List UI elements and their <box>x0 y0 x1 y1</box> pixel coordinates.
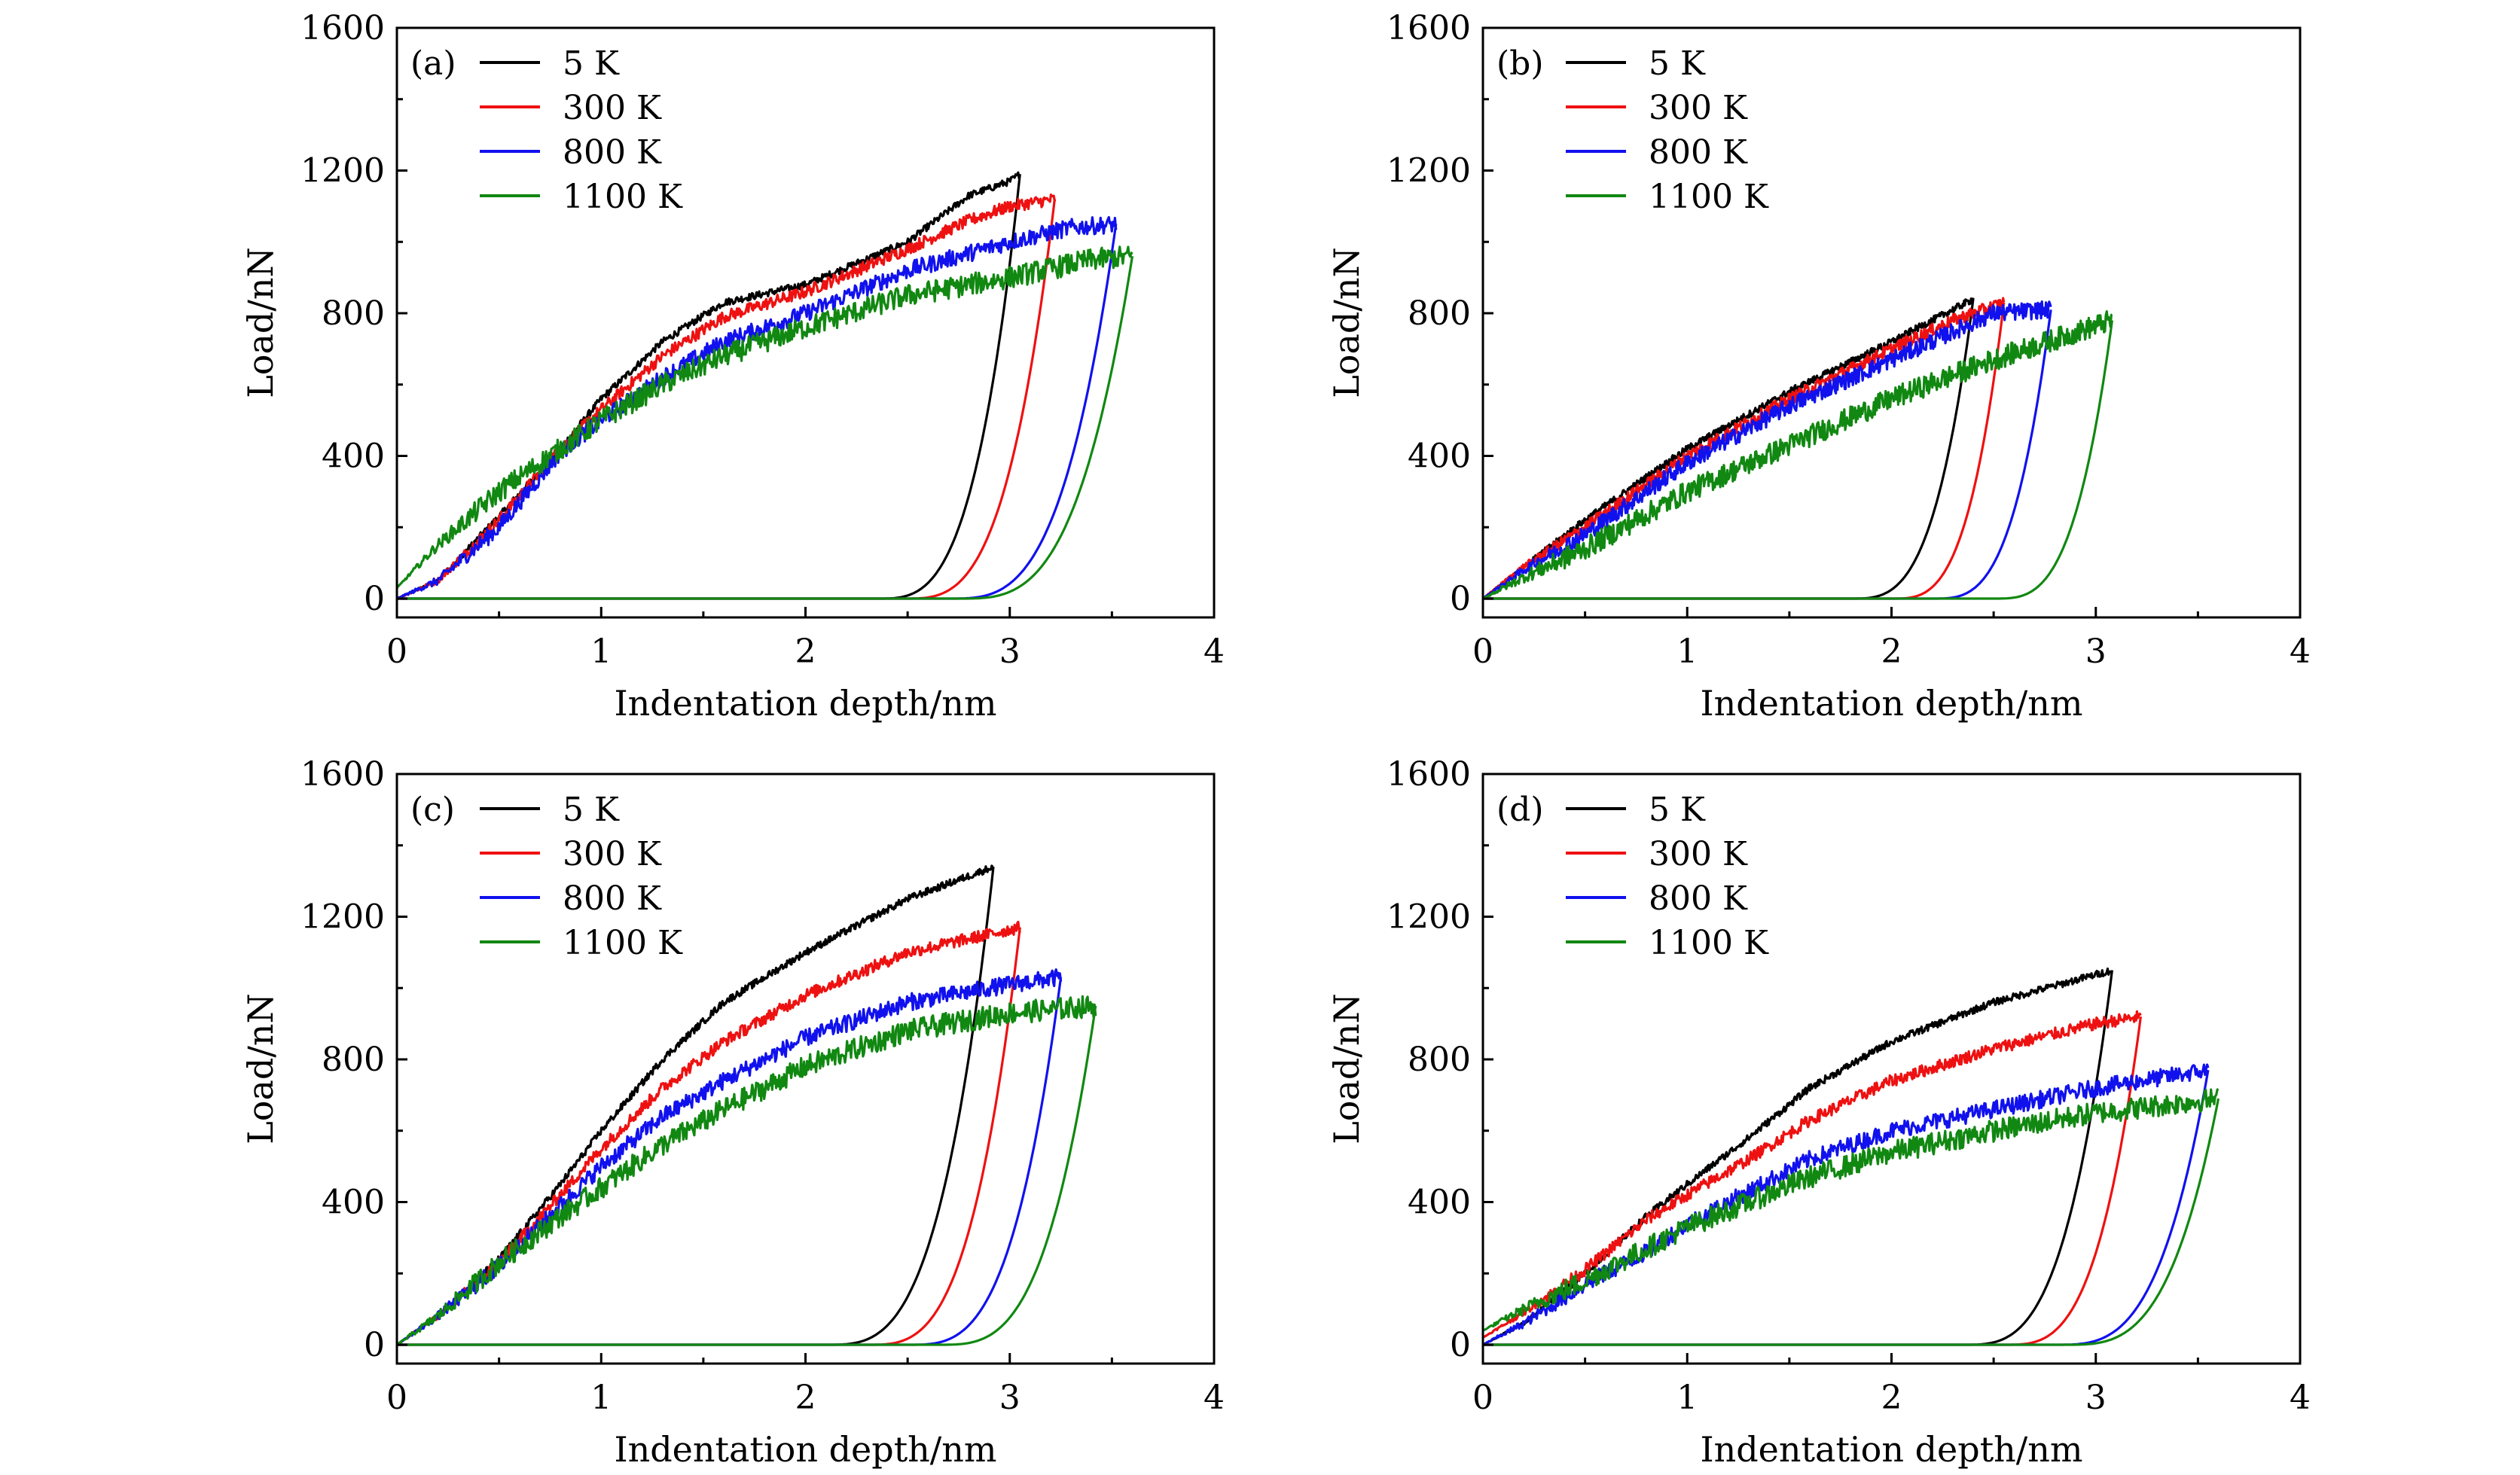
chart-panel-d: 0 1 2 3 4 0 400 800 1200 1600 Indentation depth/nm… <box>1326 755 2311 1470</box>
x-tick-label: 0 <box>386 632 407 671</box>
unloading-curve-1100k <box>397 1005 1097 1346</box>
series-group <box>397 864 1097 1346</box>
unloading-curve-1100k <box>1483 320 2113 600</box>
y-tick-label: 0 <box>1450 1326 1471 1364</box>
panel-label: (c) <box>410 791 455 829</box>
x-tick-label: 4 <box>1204 632 1225 671</box>
series-group <box>1483 968 2220 1346</box>
x-tick-label: 2 <box>1881 632 1902 671</box>
y-axis-label: Load/nN <box>240 993 281 1144</box>
x-tick-label: 2 <box>795 632 816 671</box>
unloading-curve-5k <box>397 867 995 1346</box>
x-tick-label: 4 <box>1204 1379 1225 1417</box>
loading-curve-5k <box>1483 297 1975 600</box>
y-tick-label: 1600 <box>1387 9 1471 47</box>
panel-label: (b) <box>1496 44 1544 83</box>
panel-label: (a) <box>410 44 456 83</box>
y-tick-label: 800 <box>322 1041 385 1079</box>
legend-label: 800 K <box>563 879 662 918</box>
loading-curve-1100k <box>397 245 1133 589</box>
legend-label: 5 K <box>1649 791 1706 829</box>
loading-curve-5k <box>397 864 994 1346</box>
legend: 5 K 300 K 800 K 1100 K <box>480 791 683 962</box>
loading-curve-1100k <box>1483 310 2113 600</box>
y-tick-label: 400 <box>1408 1184 1471 1222</box>
legend-label: 300 K <box>1649 89 1748 127</box>
y-tick-label: 1200 <box>301 152 385 190</box>
legend-label: 5 K <box>563 44 620 83</box>
plot-frame <box>395 26 1216 619</box>
x-tick-label: 1 <box>1676 632 1698 671</box>
y-tick-label: 800 <box>1408 294 1471 333</box>
legend-label: 5 K <box>563 791 620 829</box>
y-tick-label: 1200 <box>1387 152 1471 190</box>
x-tick-label: 2 <box>1881 1379 1902 1417</box>
legend-label: 300 K <box>563 89 662 127</box>
loading-curve-300k <box>397 194 1056 600</box>
panel-label: (d) <box>1496 791 1544 829</box>
y-tick-label: 400 <box>322 1184 385 1222</box>
series-group <box>397 171 1134 600</box>
x-tick-label: 3 <box>2085 1379 2107 1417</box>
y-tick-label: 400 <box>322 437 385 476</box>
y-tick-label: 0 <box>364 580 385 618</box>
legend-label: 800 K <box>563 133 662 172</box>
legend-label: 800 K <box>1649 133 1748 172</box>
y-tick-label: 1200 <box>301 898 385 937</box>
y-tick-label: 1200 <box>1387 898 1471 937</box>
y-tick-label: 0 <box>364 1326 385 1364</box>
x-tick-label: 3 <box>999 632 1021 671</box>
x-axis-label: Indentation depth/nm <box>614 683 996 724</box>
x-axis-label: Indentation depth/nm <box>1700 1429 2082 1470</box>
x-tick-label: 3 <box>999 1379 1021 1417</box>
legend-label: 1100 K <box>563 178 683 216</box>
x-tick-label: 0 <box>1472 632 1493 671</box>
series-group <box>1483 297 2113 600</box>
loading-curve-1100k <box>1483 1087 2219 1332</box>
unloading-curve-300k <box>397 927 1021 1346</box>
x-axis-label: Indentation depth/nm <box>614 1429 996 1470</box>
y-tick-label: 1600 <box>301 755 385 794</box>
y-tick-label: 800 <box>322 294 385 333</box>
y-axis-label: Load/nN <box>1326 247 1367 398</box>
x-tick-label: 2 <box>795 1379 816 1417</box>
y-axis-label: Load/nN <box>240 247 281 398</box>
legend-label: 1100 K <box>1649 924 1769 962</box>
legend: 5 K 300 K 800 K 1100 K <box>1566 44 1769 216</box>
legend-label: 1100 K <box>1649 178 1769 216</box>
loading-curve-800k <box>397 215 1118 600</box>
y-tick-label: 400 <box>1408 437 1471 476</box>
chart-panel-a: 0 1 2 3 4 0 400 800 1200 1600 Indentation depth/nm… <box>240 9 1225 724</box>
x-tick-label: 1 <box>590 632 612 671</box>
loading-curve-800k <box>1483 300 2052 600</box>
legend: 5 K 300 K 800 K 1100 K <box>480 44 683 216</box>
x-tick-label: 4 <box>2290 1379 2311 1417</box>
legend-label: 800 K <box>1649 879 1748 918</box>
y-tick-label: 1600 <box>301 9 385 47</box>
unloading-curve-1100k <box>397 255 1134 600</box>
x-axis-label: Indentation depth/nm <box>1700 683 2082 724</box>
legend-label: 300 K <box>1649 835 1748 873</box>
y-tick-label: 1600 <box>1387 755 1471 794</box>
x-tick-label: 3 <box>2085 632 2107 671</box>
y-tick-label: 0 <box>1450 580 1471 618</box>
legend-label: 1100 K <box>563 924 683 962</box>
loading-curve-300k <box>1483 1010 2142 1339</box>
unloading-curve-1100k <box>1483 1098 2220 1346</box>
legend: 5 K 300 K 800 K 1100 K <box>1566 791 1769 962</box>
loading-curve-1100k <box>397 995 1097 1346</box>
x-tick-label: 1 <box>1676 1379 1698 1417</box>
y-tick-label: 800 <box>1408 1041 1471 1079</box>
chart-panel-b: 0 1 2 3 4 0 400 800 1200 1600 Indentation depth/nm… <box>1326 9 2311 724</box>
legend-label: 5 K <box>1649 44 1706 83</box>
unloading-curve-800k <box>1483 1069 2210 1346</box>
legend-label: 300 K <box>563 835 662 873</box>
chart-panel-c: 0 1 2 3 4 0 400 800 1200 1600 Indentation depth/nm… <box>240 755 1225 1470</box>
x-tick-label: 4 <box>2290 632 2311 671</box>
x-tick-label: 1 <box>590 1379 612 1417</box>
x-tick-label: 0 <box>386 1379 407 1417</box>
y-axis-label: Load/nN <box>1326 993 1367 1144</box>
x-tick-label: 0 <box>1472 1379 1493 1417</box>
